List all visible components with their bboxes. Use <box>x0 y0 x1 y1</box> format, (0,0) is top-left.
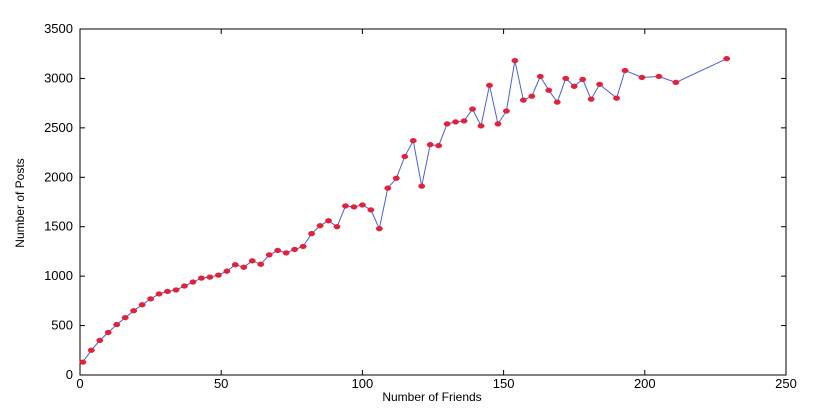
data-point <box>553 99 561 105</box>
data-point <box>333 224 341 230</box>
data-point <box>79 359 87 365</box>
data-point <box>562 75 570 82</box>
data-point <box>469 106 476 112</box>
data-point <box>291 246 299 253</box>
data-point <box>528 93 536 99</box>
data-point <box>452 119 460 125</box>
data-point <box>613 95 621 101</box>
data-point <box>477 123 485 129</box>
data-point <box>113 321 121 328</box>
plot-frame <box>79 28 787 376</box>
data-point <box>214 272 222 278</box>
data-point <box>130 308 138 314</box>
y-tick-label: 0 <box>66 367 73 382</box>
data-point <box>536 73 544 80</box>
data-point <box>579 76 587 83</box>
data-point <box>164 288 171 295</box>
data-point <box>621 67 629 74</box>
y-tick-label: 500 <box>51 318 73 333</box>
data-point <box>545 87 553 93</box>
data-point <box>248 258 256 264</box>
y-axis-label: Number of Posts <box>13 158 27 247</box>
data-point <box>282 250 290 256</box>
y-tick-label: 1500 <box>44 219 73 234</box>
data-point <box>350 204 358 210</box>
x-tick-label: 150 <box>493 376 515 391</box>
plot-border <box>79 28 787 376</box>
data-point <box>409 138 417 144</box>
data-point <box>401 153 409 160</box>
y-tick-label: 3500 <box>44 21 73 36</box>
data-point <box>460 118 468 124</box>
y-tick-label: 2500 <box>44 120 73 135</box>
data-point <box>638 74 646 81</box>
data-point <box>519 97 527 103</box>
data-point <box>147 296 155 302</box>
x-tick-label: 50 <box>214 376 228 391</box>
data-point <box>181 283 188 289</box>
data-point <box>655 73 663 80</box>
data-point <box>596 81 604 88</box>
data-point <box>189 279 197 285</box>
data-point <box>570 83 578 89</box>
data-point <box>418 183 426 189</box>
data-point <box>384 185 392 191</box>
data-point <box>587 96 595 102</box>
data-point <box>223 268 231 274</box>
data-point <box>155 291 163 297</box>
data-point <box>486 82 493 88</box>
ticks: 0 50 100 150 200 2500500100015002000250030003… <box>44 21 797 391</box>
data-point <box>358 202 366 208</box>
data-point <box>435 143 443 149</box>
data-point <box>172 287 180 293</box>
y-tick-label: 1000 <box>44 268 73 283</box>
series-line <box>82 58 727 363</box>
data-point <box>299 243 307 250</box>
data-point <box>672 79 680 86</box>
data-point <box>197 275 205 281</box>
y-tick-label: 2000 <box>44 169 73 184</box>
series <box>79 56 731 365</box>
data-point <box>426 142 434 148</box>
data-point <box>392 175 400 181</box>
y-tick-label: 3000 <box>44 70 73 85</box>
data-point <box>316 223 324 229</box>
data-point <box>367 207 375 213</box>
x-tick-label: 200 <box>634 376 656 391</box>
data-point <box>96 337 104 344</box>
data-point <box>375 226 383 232</box>
data-point <box>265 252 273 258</box>
data-point <box>308 230 316 237</box>
data-point <box>104 329 112 336</box>
data-point <box>443 121 451 127</box>
x-axis-label: Number of Friends <box>382 390 481 404</box>
data-point <box>206 274 214 280</box>
x-tick-label: 250 <box>775 376 797 391</box>
data-point <box>121 315 129 321</box>
x-tick-label: 0 <box>76 376 83 391</box>
data-point <box>502 108 510 114</box>
data-point <box>274 247 282 254</box>
data-point <box>257 261 265 267</box>
data-point <box>511 57 519 64</box>
data-point <box>231 262 239 268</box>
data-point <box>240 264 248 270</box>
data-point <box>723 56 731 62</box>
data-point <box>494 121 502 127</box>
data-point <box>138 302 146 308</box>
data-point <box>87 347 95 353</box>
data-point <box>325 218 332 224</box>
x-tick-label: 100 <box>352 376 374 391</box>
data-point <box>342 203 349 209</box>
